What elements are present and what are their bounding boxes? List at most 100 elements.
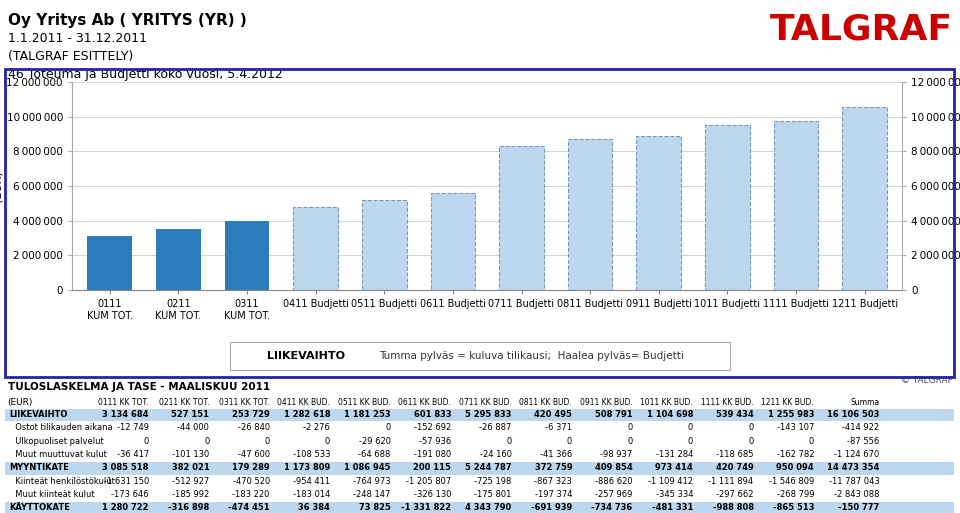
Text: -865 513: -865 513 [773, 503, 814, 512]
Text: 0511 KK BUD.: 0511 KK BUD. [338, 398, 391, 407]
Text: -131 284: -131 284 [656, 450, 693, 459]
Text: 0: 0 [204, 437, 209, 446]
Text: 179 289: 179 289 [232, 463, 270, 472]
Text: -24 160: -24 160 [480, 450, 512, 459]
Text: -47 600: -47 600 [238, 450, 270, 459]
Text: 1 280 722: 1 280 722 [103, 503, 149, 512]
Text: 0: 0 [688, 423, 693, 432]
Bar [431, 193, 475, 290]
Text: -988 808: -988 808 [712, 503, 754, 512]
Text: -470 520: -470 520 [232, 477, 270, 486]
Text: -41 366: -41 366 [540, 450, 572, 459]
Text: -316 898: -316 898 [168, 503, 209, 512]
Text: LIIKEVAIHTO: LIIKEVAIHTO [10, 410, 68, 419]
Bar [705, 125, 750, 290]
Text: 0: 0 [628, 437, 633, 446]
Text: -57 936: -57 936 [419, 437, 451, 446]
Text: -297 662: -297 662 [716, 490, 754, 499]
Text: 3 134 684: 3 134 684 [103, 410, 149, 419]
Text: LIIKEVAIHTO: LIIKEVAIHTO [267, 351, 345, 361]
Text: -1 546 809: -1 546 809 [769, 477, 814, 486]
Text: -183 220: -183 220 [232, 490, 270, 499]
Text: -2 843 088: -2 843 088 [834, 490, 879, 499]
Bar [636, 135, 681, 290]
Text: 0411 KK BUD.: 0411 KK BUD. [277, 398, 330, 407]
Text: -6 371: -6 371 [545, 423, 572, 432]
Text: © TALGRAF: © TALGRAF [900, 376, 952, 385]
Text: -257 969: -257 969 [595, 490, 633, 499]
Text: 253 729: 253 729 [232, 410, 270, 419]
Text: Kiinteät henkilöstökulut: Kiinteät henkilöstökulut [10, 477, 114, 486]
Text: -26 887: -26 887 [479, 423, 512, 432]
Text: -11 787 043: -11 787 043 [828, 477, 879, 486]
Text: 36 384: 36 384 [299, 503, 330, 512]
Text: -512 927: -512 927 [172, 477, 209, 486]
Text: 508 791: 508 791 [595, 410, 633, 419]
Text: -886 620: -886 620 [595, 477, 633, 486]
Text: 0: 0 [628, 423, 633, 432]
Text: 0211 KK TOT.: 0211 KK TOT. [158, 398, 209, 407]
Text: Ulkopuoliset palvelut: Ulkopuoliset palvelut [10, 437, 104, 446]
Text: -954 411: -954 411 [293, 477, 330, 486]
Text: MYYNTIKATE: MYYNTIKATE [10, 463, 69, 472]
Text: 0: 0 [507, 437, 512, 446]
Text: -152 692: -152 692 [414, 423, 451, 432]
Text: 420 495: 420 495 [535, 410, 572, 419]
Text: -175 801: -175 801 [474, 490, 512, 499]
Text: 420 749: 420 749 [716, 463, 754, 472]
Text: 5 295 833: 5 295 833 [466, 410, 512, 419]
Text: 382 021: 382 021 [172, 463, 209, 472]
Text: -1 631 150: -1 631 150 [104, 477, 149, 486]
Text: Muut muuttuvat kulut: Muut muuttuvat kulut [10, 450, 107, 459]
Bar [567, 139, 612, 290]
Text: Oy Yritys Ab ( YRITYS (YR) ): Oy Yritys Ab ( YRITYS (YR) ) [8, 13, 247, 28]
Text: 0: 0 [144, 437, 149, 446]
Text: 0: 0 [749, 423, 754, 432]
Text: -248 147: -248 147 [353, 490, 391, 499]
Bar [87, 235, 132, 290]
Text: 0: 0 [749, 437, 754, 446]
Text: 1 282 618: 1 282 618 [283, 410, 330, 419]
Text: -191 080: -191 080 [414, 450, 451, 459]
Text: -118 685: -118 685 [716, 450, 754, 459]
Text: Summa: Summa [851, 398, 879, 407]
Text: -12 749: -12 749 [117, 423, 149, 432]
Text: -1 124 670: -1 124 670 [834, 450, 879, 459]
Text: 1 173 809: 1 173 809 [284, 463, 330, 472]
Text: 200 115: 200 115 [414, 463, 451, 472]
Text: -734 736: -734 736 [591, 503, 633, 512]
Text: -691 939: -691 939 [531, 503, 572, 512]
Text: 0111 KK TOT.: 0111 KK TOT. [98, 398, 149, 407]
Text: 0711 KK BUD.: 0711 KK BUD. [459, 398, 512, 407]
Bar [774, 121, 818, 290]
Text: 5 244 787: 5 244 787 [466, 463, 512, 472]
Bar [225, 222, 270, 290]
Text: 1011 KK BUD.: 1011 KK BUD. [640, 398, 693, 407]
Text: -1 205 807: -1 205 807 [406, 477, 451, 486]
Text: 1 255 983: 1 255 983 [768, 410, 814, 419]
Text: -414 922: -414 922 [842, 423, 879, 432]
Text: 1 086 945: 1 086 945 [345, 463, 391, 472]
Text: 0611 KK BUD.: 0611 KK BUD. [398, 398, 451, 407]
Text: 527 151: 527 151 [171, 410, 209, 419]
Text: Ostot tilikauden aikana: Ostot tilikauden aikana [10, 423, 112, 432]
Text: 1211 KK BUD.: 1211 KK BUD. [761, 398, 814, 407]
Text: 16 106 503: 16 106 503 [827, 410, 879, 419]
Bar [156, 229, 201, 290]
Text: -87 556: -87 556 [847, 437, 879, 446]
Text: 0: 0 [809, 437, 814, 446]
Text: 0: 0 [567, 437, 572, 446]
Text: (EUR): (EUR) [8, 398, 33, 407]
Bar [842, 107, 887, 290]
Text: 46 Toteuma ja Budjetti koko vuosi, 5.4.2012: 46 Toteuma ja Budjetti koko vuosi, 5.4.2… [8, 68, 282, 81]
Text: -2 276: -2 276 [303, 423, 330, 432]
Text: Muut kiinteät kulut: Muut kiinteät kulut [10, 490, 94, 499]
Text: 0311 KK TOT.: 0311 KK TOT. [219, 398, 270, 407]
Text: -162 782: -162 782 [777, 450, 814, 459]
Text: KÄYTTOKATE: KÄYTTOKATE [10, 503, 70, 512]
Text: 539 434: 539 434 [716, 410, 754, 419]
Text: 0811 KK BUD.: 0811 KK BUD. [519, 398, 572, 407]
Text: 601 833: 601 833 [414, 410, 451, 419]
Text: 950 094: 950 094 [777, 463, 814, 472]
Text: -26 840: -26 840 [238, 423, 270, 432]
